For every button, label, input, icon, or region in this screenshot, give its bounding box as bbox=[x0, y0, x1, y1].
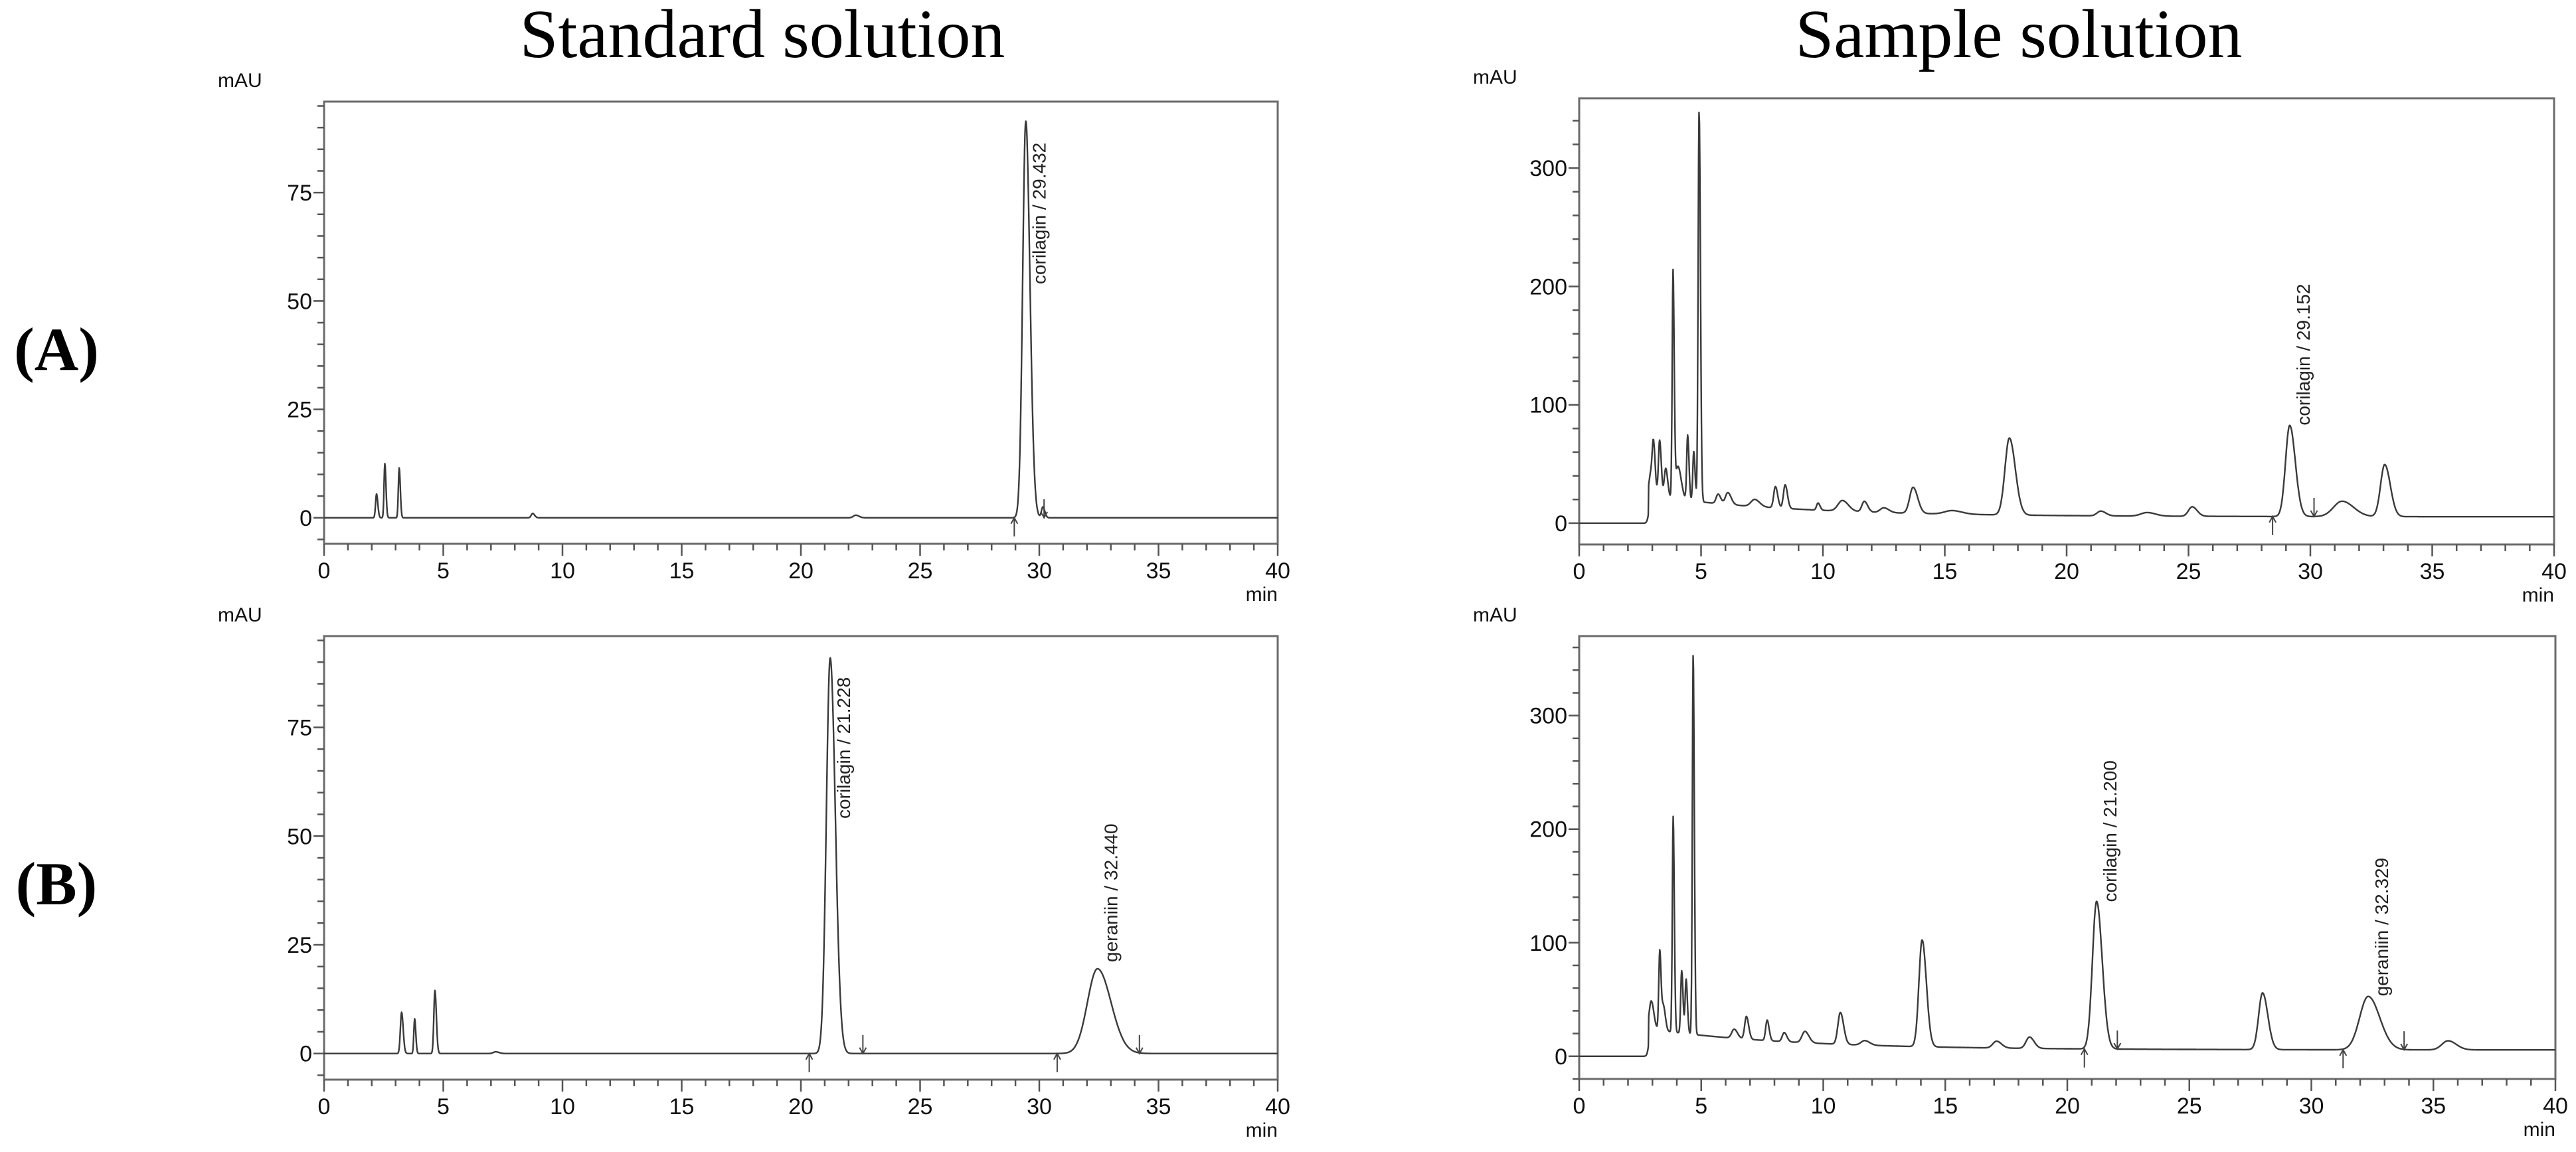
integration-marker-icon bbox=[2269, 515, 2276, 535]
x-tick-label: 40 bbox=[1265, 558, 1290, 584]
title-standard-solution: Standard solution bbox=[520, 0, 1005, 72]
y-tick-label: 50 bbox=[287, 824, 312, 849]
x-tick-label: 30 bbox=[1027, 1094, 1052, 1119]
x-tick-label: 20 bbox=[2054, 559, 2079, 584]
y-tick-label: 300 bbox=[1529, 704, 1567, 729]
x-tick-label: 10 bbox=[550, 558, 575, 584]
integration-marker-icon bbox=[2113, 1030, 2122, 1051]
x-tick-label: 25 bbox=[908, 1094, 933, 1119]
peak-annotation: corilagin / 29.152 bbox=[2293, 284, 2314, 425]
y-tick-label: 75 bbox=[287, 716, 312, 741]
chromatogram-trace bbox=[323, 120, 1278, 519]
x-tick-label: 10 bbox=[1811, 1094, 1836, 1119]
x-tick-label: 10 bbox=[550, 1094, 575, 1119]
x-tick-label: 35 bbox=[2421, 1094, 2446, 1119]
x-axis-unit-label: min bbox=[1246, 1119, 1278, 1141]
integration-marker-icon bbox=[859, 1034, 867, 1055]
y-tick-label: 0 bbox=[1555, 1044, 1567, 1070]
x-tick-label: 15 bbox=[1932, 1094, 1958, 1119]
row-label-a: (A) bbox=[14, 315, 99, 383]
x-tick-label: 5 bbox=[437, 558, 450, 584]
chart-panel-b-standard: 0 25 50 75 0 5 10 15 20 25 30 35 40 mAU min corilagin /… bbox=[218, 604, 1290, 1141]
integration-marker-icon bbox=[2339, 1048, 2348, 1069]
x-tick-label: 0 bbox=[1573, 559, 1586, 584]
integration-marker-icon bbox=[1135, 1034, 1144, 1055]
x-tick-label: 5 bbox=[1695, 1094, 1707, 1119]
x-tick-label: 30 bbox=[2299, 1094, 2324, 1119]
peak-annotation: geraniin / 32.329 bbox=[2371, 858, 2392, 997]
y-tick-label: 75 bbox=[287, 181, 312, 206]
y-tick-label: 25 bbox=[287, 933, 312, 958]
y-tick-label: 0 bbox=[1555, 511, 1567, 536]
x-tick-label: 15 bbox=[669, 1094, 695, 1119]
plot-frame bbox=[323, 635, 1279, 1081]
y-axis-unit-label: mAU bbox=[1473, 604, 1517, 626]
x-tick-label: 10 bbox=[1810, 559, 1836, 584]
y-axis-unit-label: mAU bbox=[218, 70, 262, 92]
integration-marker-icon bbox=[2400, 1031, 2409, 1052]
x-tick-label: 35 bbox=[1146, 558, 1171, 584]
x-axis-unit-label: min bbox=[1246, 584, 1278, 606]
x-tick-label: 30 bbox=[1027, 558, 1052, 584]
peak-annotation: corilagin / 21.228 bbox=[833, 677, 854, 819]
integration-marker-icon bbox=[1040, 499, 1049, 519]
peak-annotation: corilagin / 21.200 bbox=[2100, 760, 2120, 902]
x-tick-label: 40 bbox=[2543, 1094, 2568, 1119]
x-tick-label: 40 bbox=[2541, 559, 2567, 584]
plot-frame bbox=[1578, 97, 2555, 546]
y-tick-label: 100 bbox=[1529, 931, 1567, 956]
y-axis-unit-label: mAU bbox=[1473, 66, 1517, 88]
x-tick-label: 5 bbox=[1695, 559, 1707, 584]
y-tick-label: 0 bbox=[300, 1042, 312, 1067]
x-tick-label: 15 bbox=[669, 558, 695, 584]
y-tick-label: 50 bbox=[287, 289, 312, 314]
x-tick-label: 20 bbox=[788, 1094, 814, 1119]
plot-frame bbox=[1578, 635, 2557, 1080]
chromatogram-trace bbox=[1579, 655, 2556, 1057]
x-tick-label: 20 bbox=[788, 558, 814, 584]
x-tick-label: 35 bbox=[1146, 1094, 1171, 1119]
x-tick-label: 40 bbox=[1265, 1094, 1290, 1119]
x-tick-label: 0 bbox=[318, 558, 331, 584]
integration-marker-icon bbox=[1010, 516, 1019, 536]
integration-marker-icon bbox=[2310, 497, 2318, 519]
x-axis-unit-label: min bbox=[2522, 584, 2554, 606]
x-tick-label: 25 bbox=[2176, 559, 2201, 584]
integration-marker-icon bbox=[1053, 1052, 1061, 1072]
x-tick-label: 30 bbox=[2298, 559, 2323, 584]
peak-annotation: corilagin / 29.432 bbox=[1029, 143, 1050, 284]
y-tick-label: 0 bbox=[300, 506, 312, 531]
chromatogram-trace bbox=[323, 657, 1278, 1054]
y-tick-label: 200 bbox=[1529, 274, 1567, 299]
plot-frame bbox=[323, 100, 1279, 545]
title-sample-solution: Sample solution bbox=[1795, 0, 2242, 72]
y-tick-label: 25 bbox=[287, 398, 312, 423]
x-tick-label: 0 bbox=[1573, 1094, 1586, 1119]
x-tick-label: 35 bbox=[2420, 559, 2445, 584]
x-tick-label: 15 bbox=[1932, 559, 1958, 584]
integration-marker-icon bbox=[2080, 1047, 2089, 1068]
y-tick-label: 100 bbox=[1529, 393, 1567, 418]
row-label-b: (B) bbox=[16, 850, 98, 918]
x-tick-label: 25 bbox=[908, 558, 933, 584]
peak-annotation: geraniin / 32.440 bbox=[1101, 823, 1122, 962]
y-tick-label: 200 bbox=[1529, 817, 1567, 843]
x-tick-label: 25 bbox=[2177, 1094, 2202, 1119]
chart-panel-a-standard: 0 25 50 75 0 5 10 15 20 25 30 35 40 mAU min corilagin /… bbox=[218, 70, 1290, 606]
x-tick-label: 20 bbox=[2055, 1094, 2080, 1119]
x-axis-unit-label: min bbox=[2524, 1119, 2555, 1141]
y-tick-label: 300 bbox=[1529, 156, 1567, 181]
chart-panel-a-sample: 0 100 200 300 0 5 10 15 20 25 30 35 40 mAU min corilagi… bbox=[1473, 66, 2567, 606]
x-tick-label: 5 bbox=[437, 1094, 450, 1119]
integration-marker-icon bbox=[805, 1052, 814, 1072]
x-tick-label: 0 bbox=[318, 1094, 331, 1119]
y-axis-unit-label: mAU bbox=[218, 604, 262, 626]
chromatogram-trace bbox=[1579, 112, 2555, 525]
chart-panel-b-sample: 0 100 200 300 0 5 10 15 20 25 30 35 40 mAU min corilagi… bbox=[1473, 604, 2568, 1141]
